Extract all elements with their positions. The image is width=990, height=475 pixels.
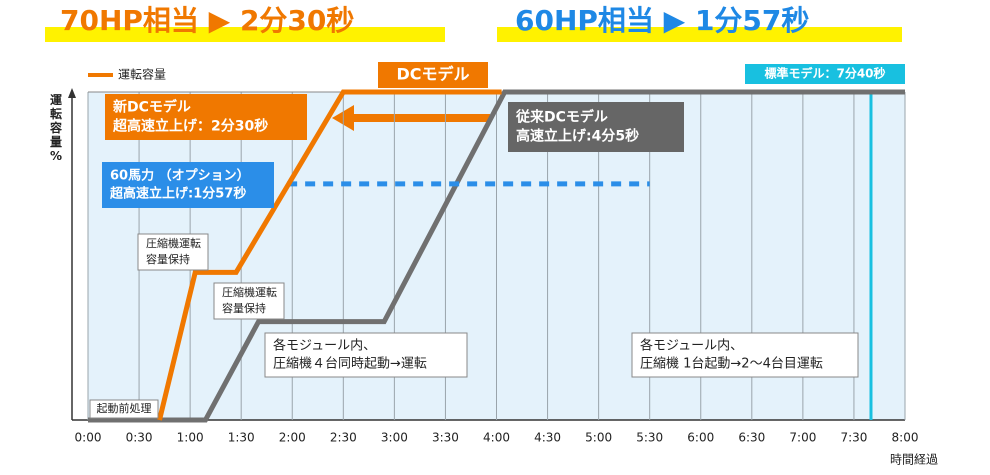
series-line (88, 89, 905, 423)
x-tick-label: 2:00 (279, 431, 306, 445)
annotation-box (89, 399, 159, 419)
annotation-text: 60馬力 （オプション） (110, 168, 250, 184)
annotation-text: 標準モデル：7分40秒 (764, 66, 885, 81)
x-tick-label: 4:00 (483, 431, 510, 445)
x-tick-label: 0:30 (126, 431, 153, 445)
x-tick-label: 5:00 (585, 431, 612, 445)
header: 60HP相当 ▶ 1分57秒 (515, 4, 809, 37)
annotation-box (102, 162, 274, 208)
x-tick-label: 2:30 (330, 431, 357, 445)
annotation-text: 各モジュール内、 (640, 338, 743, 354)
annotation-text: 超高速立上げ:1分57秒 (110, 186, 246, 202)
x-tick-label: 3:30 (432, 431, 459, 445)
series-line (157, 89, 502, 421)
annotation-box (105, 94, 307, 140)
annotation-text: 起動前処理 (97, 401, 152, 415)
annotation-box (745, 64, 905, 84)
y-axis-arrow (68, 88, 76, 98)
x-tick-label: 1:00 (177, 431, 204, 445)
header: 70HP相当 ▶ 2分30秒 (60, 4, 354, 37)
annotation-text: 圧縮機運転 (222, 285, 277, 299)
annotation-text: 圧縮機運転 (146, 236, 201, 250)
annotation-box (631, 332, 859, 378)
annotation: 60馬力 （オプション） 超高速立上げ:1分57秒 (102, 162, 274, 208)
x-axis-label: 時間経過 (890, 453, 938, 467)
x-tick-label: 6:00 (687, 431, 714, 445)
x-tick-label: 1:30 (228, 431, 255, 445)
annotation-box (508, 102, 684, 152)
legend-label: 運転容量 (118, 67, 166, 82)
annotation: 標準モデル：7分40秒 (745, 64, 905, 84)
annotation-text: 高速立上げ:4分5秒 (516, 128, 639, 145)
x-tick-label: 6:30 (738, 431, 765, 445)
annotation-box (213, 282, 285, 320)
x-tick-label: 7:00 (789, 431, 816, 445)
annotation-text: 超高速立上げ：2分30秒 (112, 118, 268, 135)
header-highlight (497, 27, 902, 42)
annotation: 各モジュール内、圧縮機 1台起動→2～4台目運転 (631, 332, 859, 378)
annotation: 起動前処理 (89, 399, 159, 419)
header-highlight (45, 27, 445, 42)
x-tick-label: 5:30 (636, 431, 663, 445)
x-tick-label: 8:00 (892, 431, 919, 445)
x-tick-label: 3:00 (381, 431, 408, 445)
annotation-text: 圧縮機 1台起動→2～4台目運転 (640, 356, 823, 372)
annotation-text: 圧縮機４台同時起動→運転 (273, 356, 427, 372)
annotation-text: 新DCモデル (113, 99, 191, 116)
x-tick-label: 7:30 (840, 431, 867, 445)
annotation-text: 容量保持 (146, 252, 190, 266)
y-axis-label: 運転容量% (49, 93, 62, 163)
annotation-text: 従来DCモデル (515, 109, 608, 126)
annotation-text: 各モジュール内、 (273, 338, 376, 354)
annotation-text: DCモデル (396, 65, 469, 84)
annotation-box (137, 233, 209, 271)
annotation: 各モジュール内、圧縮機４台同時起動→運転 (264, 332, 468, 378)
annotation-box (378, 62, 488, 88)
x-tick-label: 4:30 (534, 431, 561, 445)
x-tick-label: 0:00 (75, 431, 102, 445)
annotation-box (264, 332, 468, 378)
annotation: DCモデル (378, 62, 488, 88)
annotation-text: 容量保持 (222, 301, 266, 315)
